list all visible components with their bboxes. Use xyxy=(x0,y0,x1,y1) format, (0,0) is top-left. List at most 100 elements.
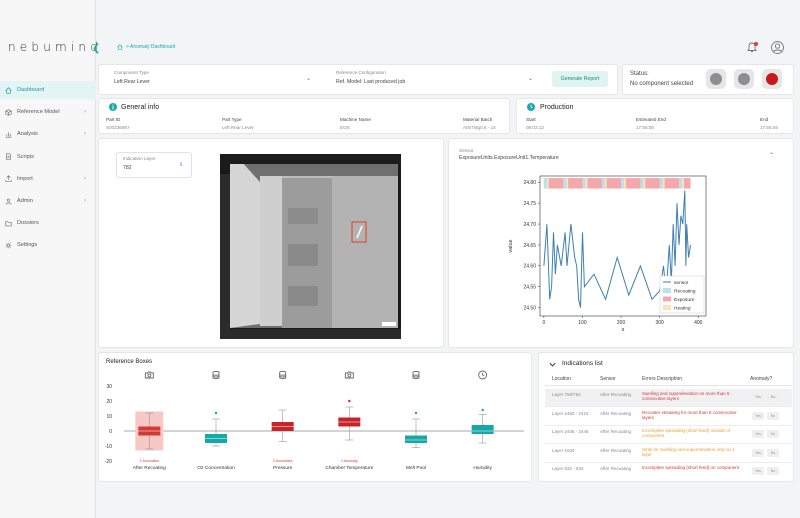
icon-shape xyxy=(478,370,488,380)
category-label: Humidity xyxy=(473,465,492,471)
category-label: Chamber Temperature xyxy=(325,465,373,471)
row-divider xyxy=(545,424,791,426)
outlier-point xyxy=(481,408,484,412)
sidebar-item-analysis[interactable]: Analysis › xyxy=(0,125,96,143)
sidebar-item-label: Dashboard xyxy=(17,87,45,93)
anomaly-yes-button[interactable]: Yes xyxy=(752,393,764,401)
anomaly-yes-button[interactable]: Yes xyxy=(752,411,764,420)
heating-band xyxy=(566,178,569,189)
sensor-select[interactable]: Sensor ExposureUnits.ExposureUnit1.Tempe… xyxy=(455,144,785,164)
error-description-cell: Swelling and superelevation on more than… xyxy=(642,391,730,402)
anomaly-no-button[interactable]: No xyxy=(767,467,779,475)
status-button-3[interactable] xyxy=(762,69,782,89)
sidebar-item-dossiers[interactable]: Dossiers xyxy=(0,214,96,232)
chevron-down-icon: ⌄ xyxy=(528,76,534,82)
sidebar-item-settings[interactable]: Settings xyxy=(0,236,96,254)
table-row[interactable]: Layer 2445 - 2446 After Recoating Incomple… xyxy=(545,426,792,444)
recoating-band xyxy=(659,178,663,189)
y-tick-label: 24.65 xyxy=(523,243,536,249)
category-label: O2 Concentration xyxy=(197,465,235,471)
notification-badge xyxy=(754,42,758,46)
user-icon[interactable] xyxy=(771,41,784,54)
end-value: 17:55:45 xyxy=(760,125,778,130)
y-axis-label: value xyxy=(508,239,514,252)
generate-report-button[interactable]: Generate Report xyxy=(552,71,608,87)
document-icon xyxy=(6,153,11,160)
sidebar-item-label: Analysis xyxy=(17,131,38,138)
upload-icon xyxy=(5,175,12,182)
production-title: Production xyxy=(540,104,574,111)
table-row[interactable]: Layer 632 - 634 After Recoating Incomplete… xyxy=(545,463,792,480)
box[interactable] xyxy=(471,425,494,434)
table-row[interactable]: Layer 2460 - 2424 After Recoating Recoater… xyxy=(545,408,792,426)
chevron-down-icon: ⌄ xyxy=(769,150,775,156)
outlier-point xyxy=(414,411,418,415)
sidebar-item-import[interactable]: Import › xyxy=(0,170,96,188)
part-type-value: Left Rear Lever xyxy=(222,125,254,130)
anomaly-no-button[interactable]: No xyxy=(767,430,779,438)
y-tick-label: 24.80 xyxy=(523,180,536,186)
info-icon xyxy=(109,103,117,111)
y-tick-label: 0 xyxy=(109,429,112,435)
sidebar-item-reference-model[interactable]: Reference Model › xyxy=(0,103,96,121)
anomaly-no-button[interactable]: No xyxy=(767,393,779,401)
cube-icon xyxy=(5,108,12,116)
anomaly-yes-button[interactable]: Yes xyxy=(752,467,764,475)
indication-layer-value: 782 xyxy=(123,165,132,171)
chevron-down-icon[interactable] xyxy=(548,360,557,369)
indication-layer-input[interactable]: Indication Layer 782 ⇕ xyxy=(116,152,192,178)
box[interactable] xyxy=(405,435,427,444)
sidebar-item-scripts[interactable]: Scripts xyxy=(0,148,96,166)
status-indicator xyxy=(738,73,750,85)
table-row[interactable]: Layer 758/762 After Recoating Swelling and… xyxy=(545,389,792,407)
home-icon[interactable] xyxy=(117,44,123,50)
status-label: Status: xyxy=(630,71,649,77)
chevron-right-icon: › xyxy=(84,109,86,116)
reference-config-value: Ref. Model: Last produced job xyxy=(336,79,406,85)
y-tick-label: 30 xyxy=(106,384,112,390)
y-tick-label: 24.50 xyxy=(523,305,536,311)
anomaly-no-button[interactable]: No xyxy=(767,411,779,420)
stepper-icon[interactable]: ⇕ xyxy=(179,162,184,168)
legend-entry: Exposure xyxy=(674,297,695,303)
reference-config-select[interactable]: Reference Configuration Ref. Model: Last… xyxy=(330,68,542,92)
material-batch-value: AlSi7Mg0.6 - 14 xyxy=(463,125,496,130)
component-type-select[interactable]: Component Type Left Rear Lever ⌄ xyxy=(108,68,320,92)
anomaly-no-button[interactable]: No xyxy=(767,448,779,457)
x-tick-label: 200 xyxy=(617,320,626,326)
heating-band xyxy=(624,178,627,189)
location-cell: Layer 2460 - 2424 xyxy=(552,410,589,416)
camera-icon xyxy=(344,371,354,379)
start-value: 08:02:12 xyxy=(526,125,544,130)
sensor-value: ExposureUnits.ExposureUnit1.Temperature xyxy=(459,155,559,161)
recoating-band xyxy=(563,178,567,189)
status-button-1[interactable] xyxy=(706,69,726,89)
heating-band xyxy=(662,178,665,189)
chart-icon xyxy=(5,132,12,138)
anomaly-yes-button[interactable]: Yes xyxy=(752,448,764,457)
breadcrumb[interactable]: > Anomaly Dashboard xyxy=(126,44,176,50)
sidebar xyxy=(0,0,96,518)
x-tick-label: 0 xyxy=(542,320,545,326)
sidebar-item-label: Settings xyxy=(17,242,38,249)
y-tick-label: 10 xyxy=(106,414,112,420)
status-value: No component selected xyxy=(630,81,694,87)
status-button-2[interactable] xyxy=(734,69,754,89)
db-icon xyxy=(212,370,220,380)
x-tick-label: 400 xyxy=(694,320,703,326)
home-icon xyxy=(5,86,12,94)
sidebar-item-dashboard[interactable]: Dashboard xyxy=(0,81,96,99)
error-description-cell: Incomplete spreading (short feed) outsid… xyxy=(642,428,731,439)
category-label: After Recoating xyxy=(133,465,166,471)
anomaly-yes-button[interactable]: Yes xyxy=(752,430,764,438)
sidebar-item-admin[interactable]: Admin › xyxy=(0,192,96,210)
x-axis-label: s xyxy=(622,327,625,333)
clock-icon xyxy=(527,103,535,111)
collapse-sidebar-icon[interactable]: ❮ xyxy=(92,43,101,54)
layer-image xyxy=(220,154,401,339)
y-tick-label: 24.55 xyxy=(523,285,536,291)
outlier-point xyxy=(348,399,351,403)
component-type-label: Component Type xyxy=(114,70,149,75)
table-row[interactable]: Layer 1634 After Recoating Hints for swell… xyxy=(545,445,792,463)
general-info-title: General info xyxy=(121,104,160,111)
